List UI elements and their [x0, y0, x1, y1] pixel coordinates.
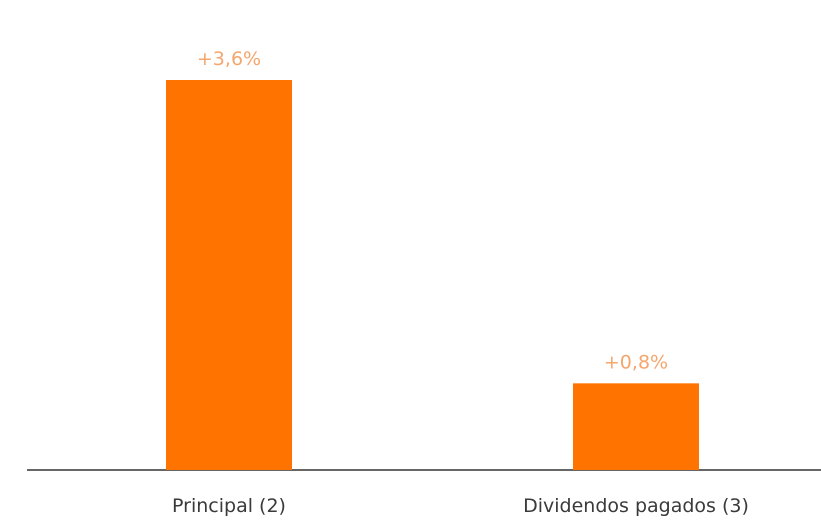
value-label-1: +3,6%	[197, 48, 261, 70]
value-label-2: +0,8%	[604, 351, 668, 373]
value-labels-group: +3,6% +0,8%	[197, 48, 668, 373]
chart-title-clip	[0, 0, 821, 10]
bars-group	[166, 80, 699, 470]
bar-1	[166, 80, 292, 470]
category-label-2: Dividendos pagados (3)	[523, 495, 749, 517]
category-labels-group: Principal (2) Dividendos pagados (3)	[172, 495, 749, 517]
category-label-1: Principal (2)	[172, 495, 286, 517]
bar-2	[573, 383, 699, 470]
